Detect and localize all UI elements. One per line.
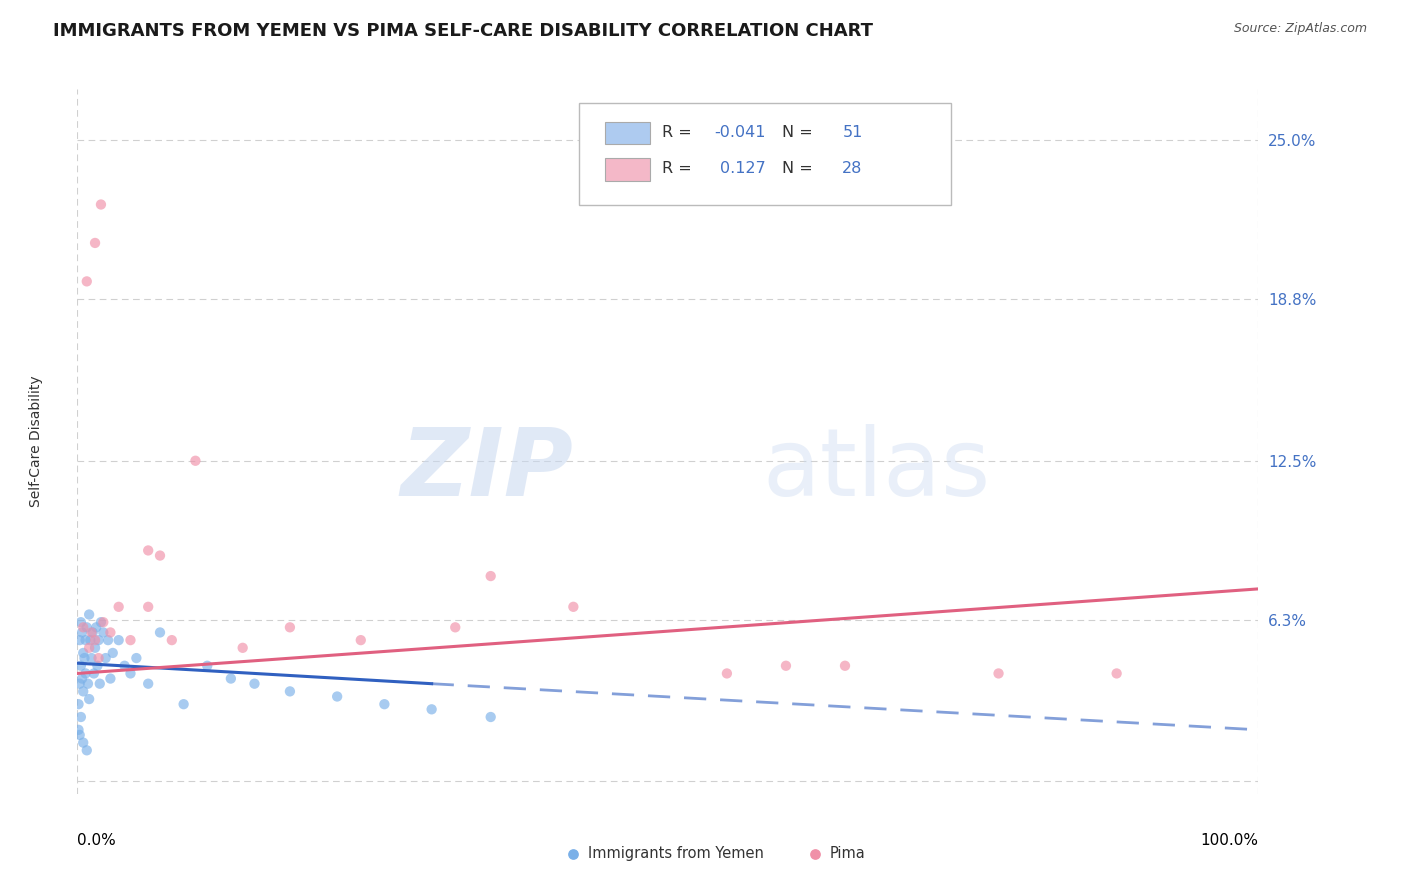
Text: N =: N = <box>782 125 818 140</box>
Point <box>195 658 218 673</box>
Point <box>326 690 349 704</box>
Text: 100.0%: 100.0% <box>1201 832 1258 847</box>
Text: Self-Care Disability: Self-Care Disability <box>30 376 44 508</box>
Text: 51: 51 <box>842 125 863 140</box>
Point <box>149 625 172 640</box>
Point <box>72 620 94 634</box>
Point <box>94 651 117 665</box>
Point <box>136 543 159 558</box>
Point <box>69 728 91 742</box>
Text: R =: R = <box>662 125 697 140</box>
Point <box>479 569 502 583</box>
Point <box>90 197 112 211</box>
Point <box>100 672 122 686</box>
Point <box>1105 666 1128 681</box>
Point <box>83 666 105 681</box>
Point <box>160 633 183 648</box>
Point <box>72 646 94 660</box>
Point <box>184 454 207 468</box>
Text: ZIP: ZIP <box>401 424 574 516</box>
Point <box>67 697 90 711</box>
Point <box>107 633 129 648</box>
Point <box>76 274 98 288</box>
Point <box>278 620 301 634</box>
Text: N =: N = <box>782 161 818 177</box>
Point <box>79 633 101 648</box>
Point <box>73 651 96 665</box>
Point <box>89 676 111 690</box>
Point <box>86 658 108 673</box>
Point <box>70 710 93 724</box>
Point <box>76 743 98 757</box>
Point <box>114 658 136 673</box>
Point <box>101 646 124 660</box>
Point <box>77 640 100 655</box>
FancyBboxPatch shape <box>579 103 952 205</box>
Point <box>479 710 502 724</box>
Point <box>72 684 94 698</box>
Text: atlas: atlas <box>762 424 991 516</box>
Point <box>136 599 159 614</box>
Point <box>84 633 107 648</box>
Point <box>444 620 467 634</box>
Point <box>278 684 301 698</box>
Text: Pima: Pima <box>830 847 866 862</box>
Point <box>100 625 122 640</box>
Text: Immigrants from Yemen: Immigrants from Yemen <box>588 847 763 862</box>
Point <box>232 640 254 655</box>
Point <box>70 658 93 673</box>
Point <box>120 633 142 648</box>
Point <box>107 599 129 614</box>
Point <box>84 235 107 250</box>
Point <box>70 672 93 686</box>
Point <box>173 697 195 711</box>
Text: R =: R = <box>662 161 697 177</box>
Point <box>775 658 797 673</box>
Point <box>562 599 585 614</box>
Point <box>987 666 1010 681</box>
Point <box>120 666 142 681</box>
Point <box>149 549 172 563</box>
Point <box>77 676 100 690</box>
Point <box>72 736 94 750</box>
Point <box>80 651 103 665</box>
Point <box>75 633 97 648</box>
Text: -0.041: -0.041 <box>714 125 766 140</box>
Text: Source: ZipAtlas.com: Source: ZipAtlas.com <box>1233 22 1367 36</box>
Point <box>91 615 114 630</box>
Bar <box>605 158 650 181</box>
Point <box>716 666 738 681</box>
Point <box>84 620 107 634</box>
Point <box>219 672 242 686</box>
Point <box>82 625 104 640</box>
Point <box>90 615 112 630</box>
Point <box>75 666 97 681</box>
Point <box>77 607 100 622</box>
Bar <box>605 121 650 145</box>
Point <box>87 633 110 648</box>
Point <box>125 651 148 665</box>
Text: 28: 28 <box>842 161 863 177</box>
Point <box>243 676 266 690</box>
Point <box>69 676 91 690</box>
Text: 0.127: 0.127 <box>720 161 766 177</box>
Text: IMMIGRANTS FROM YEMEN VS PIMA SELF-CARE DISABILITY CORRELATION CHART: IMMIGRANTS FROM YEMEN VS PIMA SELF-CARE … <box>53 22 873 40</box>
Text: 0.0%: 0.0% <box>77 832 117 847</box>
Point <box>420 702 443 716</box>
Point <box>70 625 93 640</box>
Point <box>91 625 114 640</box>
Point <box>70 615 93 630</box>
Point <box>350 633 373 648</box>
Point <box>76 620 98 634</box>
Point <box>80 625 103 640</box>
Point <box>834 658 856 673</box>
Point <box>69 633 91 648</box>
Point <box>87 651 110 665</box>
Point <box>67 723 90 737</box>
Point <box>97 633 120 648</box>
Point <box>84 640 107 655</box>
Point <box>77 692 100 706</box>
Point <box>373 697 395 711</box>
Point <box>136 676 159 690</box>
